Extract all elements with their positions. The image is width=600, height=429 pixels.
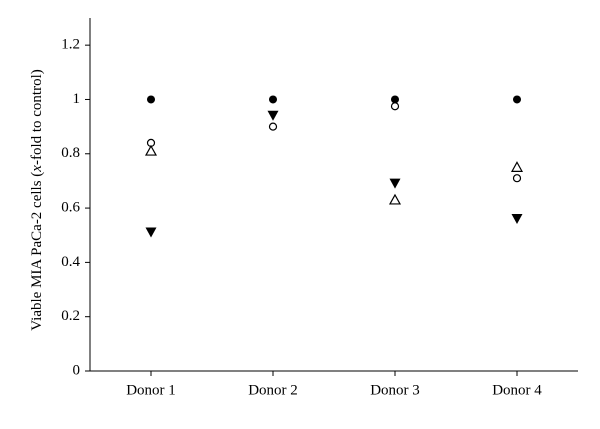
x-tick-label: Donor 2 xyxy=(248,382,298,398)
point xyxy=(389,178,401,189)
point xyxy=(388,193,402,205)
point xyxy=(391,95,399,104)
point xyxy=(390,102,400,111)
point xyxy=(512,174,522,183)
x-tick-label: Donor 1 xyxy=(126,382,176,398)
x-tick-label: Donor 3 xyxy=(370,382,420,398)
point xyxy=(269,95,277,104)
y-tick-label: 0.6 xyxy=(61,200,80,216)
y-tick-label: 0.2 xyxy=(61,308,80,324)
point xyxy=(267,110,279,121)
point xyxy=(147,95,155,104)
point xyxy=(513,95,521,104)
y-tick-label: 0 xyxy=(73,362,81,378)
y-axis-label-part: -fold to control) xyxy=(29,69,45,165)
y-tick-label: 1 xyxy=(73,91,81,107)
y-tick-label: 1.2 xyxy=(61,37,80,53)
point xyxy=(144,144,158,156)
y-axis-label: Viable MIA PaCa-2 cells (x-fold to contr… xyxy=(29,69,45,331)
point xyxy=(511,213,523,224)
y-tick-label: 0.8 xyxy=(61,145,80,161)
x-tick-label: Donor 4 xyxy=(492,382,542,398)
point xyxy=(145,227,157,238)
y-tick-label: 0.4 xyxy=(61,254,80,270)
y-axis-label-part: x xyxy=(29,165,45,173)
y-axis-label-part: Viable MIA PaCa-2 cells ( xyxy=(29,172,45,331)
point xyxy=(510,161,524,172)
point xyxy=(268,122,278,131)
